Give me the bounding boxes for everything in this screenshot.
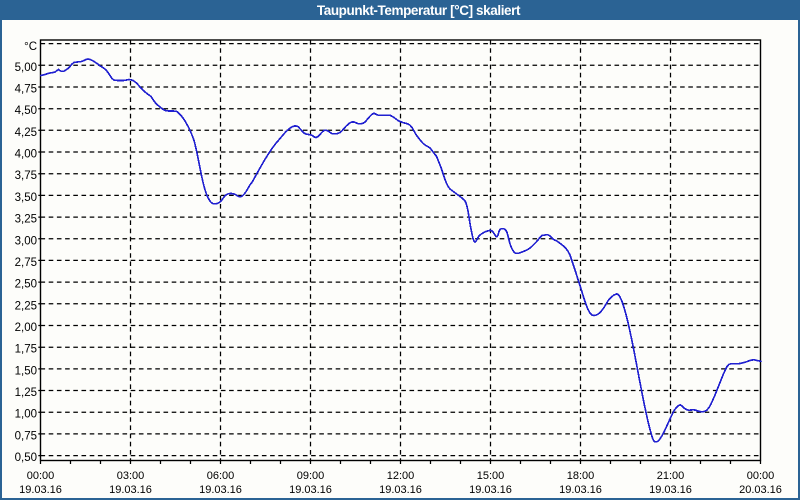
svg-text:2,50: 2,50 bbox=[15, 279, 37, 291]
svg-text:00:00: 00:00 bbox=[747, 470, 775, 482]
svg-text:0,75: 0,75 bbox=[15, 430, 37, 442]
svg-text:19.03.16: 19.03.16 bbox=[379, 484, 422, 496]
svg-text:15:00: 15:00 bbox=[477, 470, 505, 482]
svg-text:1,50: 1,50 bbox=[15, 365, 37, 377]
svg-text:19.03.16: 19.03.16 bbox=[559, 484, 602, 496]
svg-text:19.03.16: 19.03.16 bbox=[289, 484, 332, 496]
svg-text:4,50: 4,50 bbox=[15, 105, 37, 117]
svg-text:19.03.16: 19.03.16 bbox=[649, 484, 692, 496]
svg-text:1,25: 1,25 bbox=[15, 387, 37, 399]
svg-text:3,50: 3,50 bbox=[15, 192, 37, 204]
svg-text:5,00: 5,00 bbox=[15, 62, 37, 74]
svg-text:°C: °C bbox=[24, 41, 37, 53]
svg-text:2,00: 2,00 bbox=[15, 322, 37, 334]
svg-text:18:00: 18:00 bbox=[567, 470, 595, 482]
svg-text:3,75: 3,75 bbox=[15, 170, 37, 182]
svg-text:1,75: 1,75 bbox=[15, 344, 37, 356]
svg-text:00:00: 00:00 bbox=[27, 470, 55, 482]
svg-text:2,25: 2,25 bbox=[15, 300, 37, 312]
svg-text:3,25: 3,25 bbox=[15, 214, 37, 226]
svg-text:21:00: 21:00 bbox=[657, 470, 685, 482]
svg-text:06:00: 06:00 bbox=[207, 470, 235, 482]
svg-text:19.03.16: 19.03.16 bbox=[469, 484, 512, 496]
svg-text:03:00: 03:00 bbox=[117, 470, 145, 482]
svg-text:09:00: 09:00 bbox=[297, 470, 325, 482]
svg-text:3,00: 3,00 bbox=[15, 235, 37, 247]
svg-text:20.03.16: 20.03.16 bbox=[739, 484, 782, 496]
svg-text:4,75: 4,75 bbox=[15, 84, 37, 96]
svg-text:2,75: 2,75 bbox=[15, 257, 37, 269]
svg-text:19.03.16: 19.03.16 bbox=[199, 484, 242, 496]
svg-text:0,50: 0,50 bbox=[15, 452, 37, 464]
svg-text:4,25: 4,25 bbox=[15, 127, 37, 139]
svg-text:1,00: 1,00 bbox=[15, 409, 37, 421]
svg-text:4,00: 4,00 bbox=[15, 149, 37, 161]
svg-text:12:00: 12:00 bbox=[387, 470, 415, 482]
svg-text:19.03.16: 19.03.16 bbox=[19, 484, 62, 496]
svg-text:19.03.16: 19.03.16 bbox=[109, 484, 152, 496]
